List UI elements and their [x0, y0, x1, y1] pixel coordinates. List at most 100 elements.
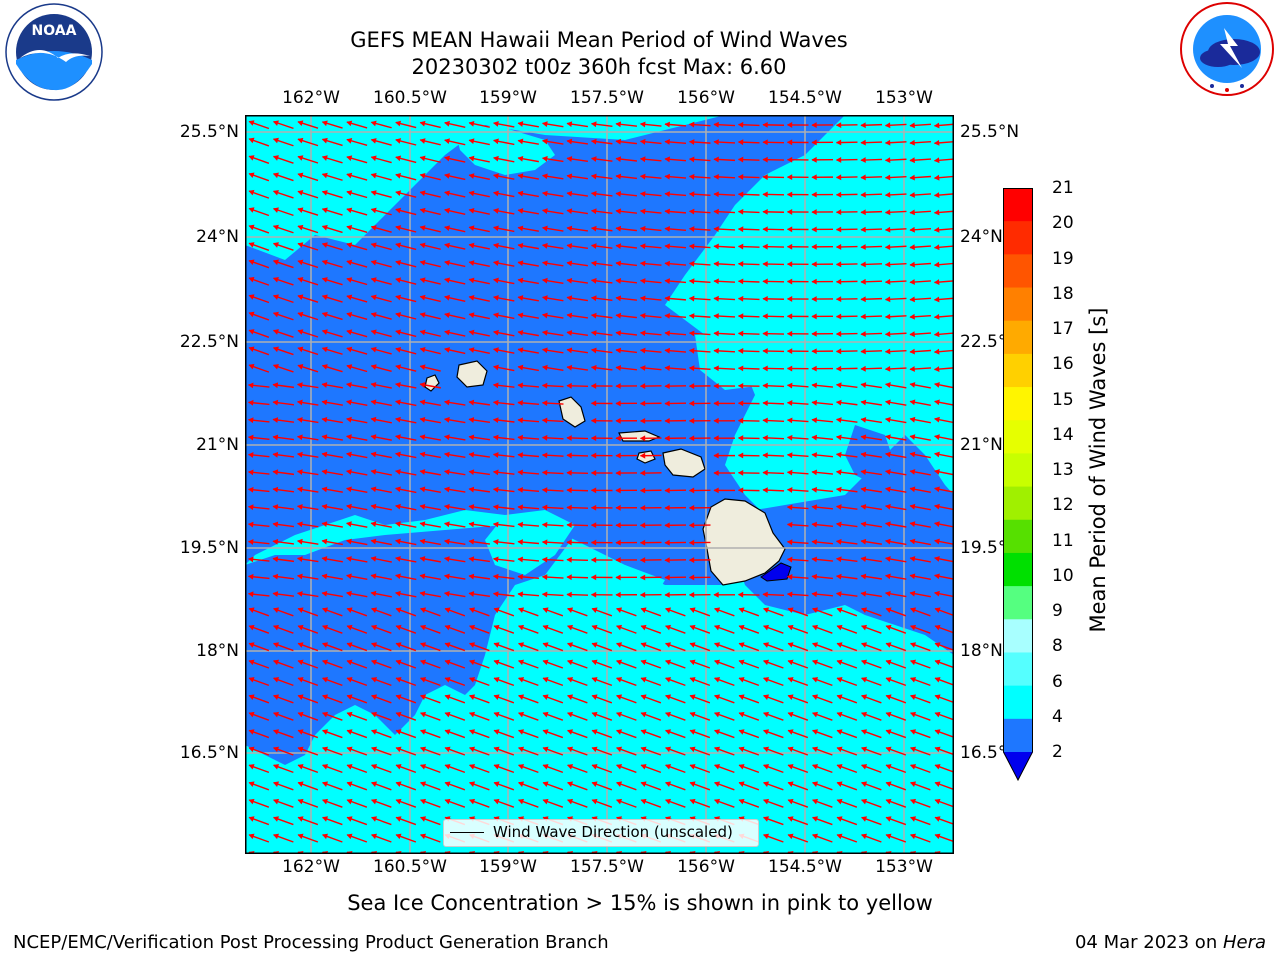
wind-wave-arrowhead	[689, 607, 696, 613]
wind-wave-arrowhead	[812, 816, 819, 822]
wind-wave-arrowhead	[812, 694, 819, 700]
wind-wave-arrowhead	[395, 624, 402, 631]
wind-wave-arrowhead	[567, 746, 574, 753]
wind-wave-arrowhead	[885, 694, 892, 700]
wind-wave-arrowhead	[370, 120, 377, 127]
wind-wave-arrowhead	[909, 469, 916, 475]
wind-wave-arrowhead	[566, 591, 572, 598]
wind-wave-arrowhead	[542, 138, 548, 145]
wind-wave-arrowhead	[787, 711, 794, 718]
wind-wave-arrowhead	[786, 209, 793, 215]
wind-wave-arrowhead	[860, 209, 866, 216]
wind-wave-arrowhead	[444, 538, 450, 545]
wind-wave-arrowhead	[469, 694, 476, 700]
wind-wave-arrowhead	[812, 677, 819, 683]
wind-wave-arrowhead	[786, 313, 793, 320]
wind-wave-arrowhead	[321, 311, 328, 318]
wind-wave-arrowhead	[811, 417, 818, 424]
wind-wave-arrowhead	[419, 190, 426, 197]
wind-wave-arrowhead	[492, 434, 499, 441]
wind-wave-arrowhead	[248, 207, 255, 213]
wind-wave-arrowhead	[811, 521, 818, 528]
wind-wave-arrowhead	[688, 591, 695, 598]
wind-wave-arrowhead	[811, 261, 817, 268]
wind-wave-arrowhead	[567, 607, 574, 613]
wind-wave-arrowhead	[273, 659, 280, 666]
wind-wave-arrowhead	[934, 659, 941, 666]
wind-wave-arrowhead	[639, 260, 646, 267]
wind-wave-arrowhead	[541, 469, 548, 476]
wind-wave-arrowhead	[836, 694, 843, 700]
wind-wave-arrowhead	[444, 590, 450, 597]
colorbar-segment	[1003, 188, 1033, 222]
wind-wave-arrowhead	[909, 174, 915, 181]
wind-wave-arrowhead	[737, 382, 744, 389]
wind-wave-arrowhead	[371, 781, 378, 787]
wind-wave-arrowhead	[272, 172, 279, 179]
wind-wave-arrowhead	[738, 624, 745, 631]
wind-wave-arrowhead	[640, 729, 647, 735]
wind-wave-arrowhead	[738, 659, 745, 666]
wind-wave-arrowhead	[665, 642, 672, 648]
colorbar-tick-label: 14	[1052, 424, 1074, 445]
wind-wave-arrowhead	[861, 711, 868, 718]
wind-wave-arrowhead	[934, 469, 940, 475]
wind-wave-arrowhead	[272, 346, 279, 353]
wind-wave-arrowhead	[934, 607, 941, 613]
wind-wave-arrowhead	[469, 729, 476, 735]
wind-wave-arrowhead	[713, 226, 719, 232]
wind-wave-arrowhead	[469, 781, 476, 787]
wind-wave-arrowhead	[469, 746, 476, 753]
left-lat-label: 21°N	[196, 435, 239, 455]
noaa-logo-icon: NOAA	[4, 2, 104, 102]
wind-wave-arrowhead	[567, 781, 574, 787]
wind-wave-arrowhead	[469, 764, 476, 770]
wind-wave-arrowhead	[665, 729, 672, 735]
wind-wave-arrowhead	[885, 399, 891, 406]
wind-wave-arrowhead	[444, 677, 451, 683]
wind-wave-arrowhead	[934, 833, 941, 840]
wind-wave-arrowhead	[639, 156, 646, 163]
wind-wave-arrowhead	[273, 607, 280, 613]
wind-wave-arrowhead	[346, 207, 353, 214]
wind-wave-arrowhead	[541, 452, 548, 459]
wind-wave-arrowhead	[737, 313, 744, 320]
wind-wave-arrowhead	[248, 729, 255, 735]
wind-wave-arrowhead	[517, 591, 523, 598]
wind-wave-arrowhead	[370, 382, 377, 388]
wind-wave-arrowhead	[615, 400, 621, 407]
wind-wave-arrowhead	[346, 364, 353, 370]
wind-wave-arrowhead	[541, 487, 548, 493]
wind-wave-arrowhead	[640, 677, 647, 683]
colorbar-segment	[1003, 287, 1033, 322]
wind-wave-arrowhead	[860, 348, 866, 355]
wind-wave-arrowhead	[322, 816, 329, 822]
wind-wave-arrowhead	[395, 207, 402, 214]
wind-wave-arrowhead	[493, 694, 500, 700]
wind-wave-arrowhead	[395, 833, 402, 840]
wind-wave-arrowhead	[590, 522, 597, 529]
wind-wave-arrowhead	[468, 347, 475, 353]
wind-wave-arrowhead	[321, 590, 328, 597]
wind-wave-arrowhead	[835, 486, 842, 493]
wind-wave-arrowhead	[248, 189, 255, 196]
wind-wave-arrowhead	[370, 451, 377, 458]
wind-wave-arrowhead	[542, 121, 548, 127]
wind-wave-arrowhead	[395, 556, 401, 562]
wind-wave-arrowhead	[322, 781, 329, 787]
wind-wave-arrowhead	[346, 833, 353, 840]
wind-wave-arrowhead	[835, 296, 842, 303]
wind-wave-arrowhead	[811, 209, 817, 215]
wind-wave-arrowhead	[469, 607, 476, 613]
wind-wave-arrowhead	[370, 521, 377, 527]
wind-wave-arrowhead	[762, 121, 768, 128]
wind-wave-arrowhead	[639, 330, 646, 337]
wind-wave-arrowhead	[566, 382, 572, 389]
wind-wave-arrowhead	[566, 556, 572, 563]
wind-wave-arrowhead	[910, 729, 917, 735]
wind-wave-arrowhead	[934, 798, 941, 805]
wind-wave-arrowhead	[639, 522, 646, 529]
wind-wave-arrowhead	[616, 677, 623, 683]
nws-logo-icon	[1176, 0, 1278, 100]
wind-wave-arrowhead	[420, 764, 427, 770]
